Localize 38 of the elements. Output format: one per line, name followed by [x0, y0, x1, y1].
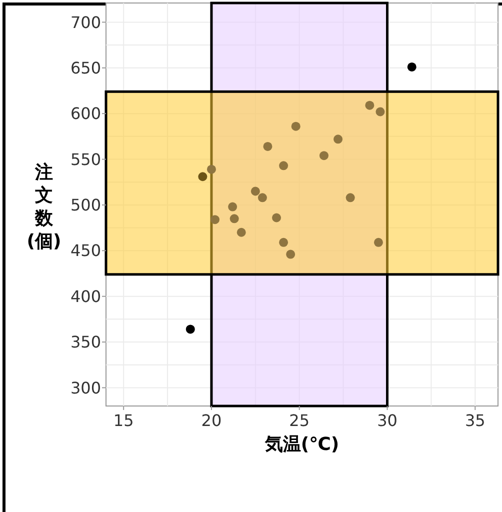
x-tick-label: 30 [377, 411, 398, 430]
y-tick-label: 700 [70, 12, 101, 32]
y-tick-label: 450 [70, 241, 101, 260]
point [198, 172, 208, 182]
y-tick-label: 350 [70, 332, 101, 352]
point [407, 62, 416, 72]
point [250, 186, 260, 196]
point [279, 238, 288, 247]
point [334, 134, 343, 144]
point [263, 142, 272, 151]
point [279, 161, 288, 170]
x-tick-label: 20 [201, 411, 222, 430]
y-axis-title: 注文数(個) [26, 162, 62, 252]
x-axis-title: 気温(℃) [264, 434, 340, 455]
point [258, 193, 267, 202]
point [228, 202, 238, 212]
point [346, 193, 355, 202]
y-tick-label: 650 [70, 58, 101, 78]
point [206, 164, 216, 174]
y-tick-label: 600 [70, 104, 101, 124]
y-tick-label: 550 [70, 150, 101, 169]
point [376, 107, 385, 116]
y-tick-label: 300 [70, 378, 101, 398]
point [286, 250, 296, 259]
x-tick-label: 35 [464, 411, 486, 430]
point [272, 213, 282, 222]
point [186, 324, 195, 334]
y-tick-label: 400 [70, 286, 101, 306]
point [236, 228, 246, 237]
point [374, 238, 383, 247]
point [319, 151, 328, 160]
point [230, 214, 239, 224]
point [210, 215, 220, 224]
point [291, 122, 300, 131]
point [365, 100, 374, 110]
x-tick-label: 25 [289, 411, 310, 430]
x-tick-label: 15 [113, 411, 134, 430]
y-tick-label: 500 [70, 196, 101, 215]
